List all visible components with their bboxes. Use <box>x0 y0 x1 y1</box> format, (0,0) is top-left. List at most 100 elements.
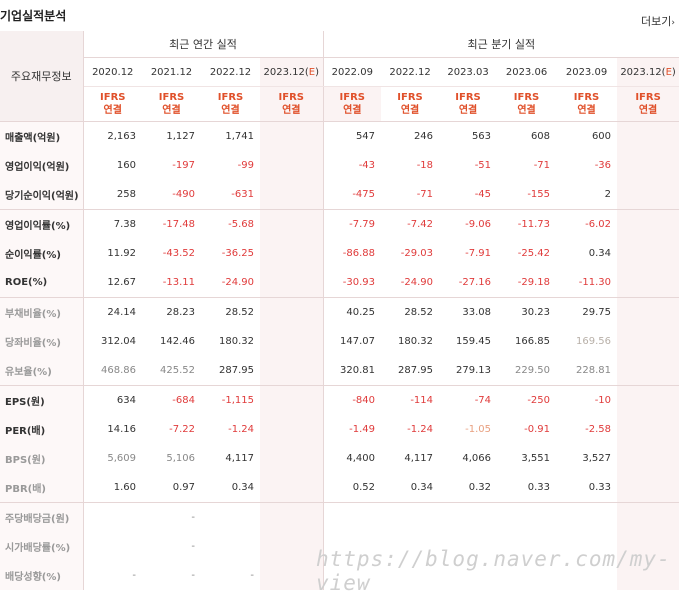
value-cell: 7.38 <box>83 209 142 239</box>
value-cell: - <box>191 541 195 552</box>
quarter-group-header: 최근 분기 실적 <box>323 31 680 58</box>
value-cell: 228.81 <box>576 365 612 376</box>
row-label: BPS(원) <box>0 444 84 473</box>
consolidated-label: 연결 <box>517 105 536 116</box>
value-cell: -5.68 <box>201 209 260 239</box>
value-cell: -24.90 <box>400 277 434 288</box>
ifrs-label: IFRS <box>217 92 244 103</box>
period-header-estimate: 2023.12(E) <box>260 57 324 87</box>
value-cell: 258 <box>116 189 136 200</box>
value-cell: -6.02 <box>556 209 618 239</box>
value-cell: 160 <box>116 160 136 171</box>
estimate-cell <box>260 268 324 298</box>
value-cell: -30.93 <box>342 277 376 288</box>
value-cell: -71 <box>416 189 434 200</box>
value-cell: 0.34 <box>410 482 434 493</box>
value-cell: -13.11 <box>162 277 195 288</box>
value-cell: 563 <box>439 121 498 151</box>
value-cell: -250 <box>497 385 557 415</box>
estimate-cell <box>617 239 680 268</box>
value-cell: 2 <box>604 189 612 200</box>
value-cell: -24.90 <box>221 277 254 288</box>
value-cell: -36.25 <box>221 248 254 259</box>
estimate-cell <box>260 239 324 268</box>
table-row: 당좌비율(%) 312.04 142.46 180.32 147.07 180.32 159… <box>0 327 680 356</box>
value-cell: 166.85 <box>515 336 551 347</box>
estimate-cell <box>260 297 324 327</box>
ifrs-tag: IFRS 연결 <box>142 87 201 122</box>
estimate-cell <box>260 561 324 590</box>
value-cell: -29.03 <box>400 248 434 259</box>
value-cell: -197 <box>172 160 195 171</box>
estimate-cell <box>617 444 680 473</box>
value-cell: -631 <box>231 189 254 200</box>
watermark: https://blog.naver.com/my-view <box>316 547 671 595</box>
more-link[interactable]: 더보기› <box>641 13 675 29</box>
table-row: 영업이익(억원) 160 -197 -99 -43 -18 -51 -71 -36 <box>0 151 680 180</box>
value-cell: 28.23 <box>142 297 201 327</box>
estimate-cell <box>260 502 324 532</box>
value-cell <box>201 532 260 561</box>
period-header: 2023.06 <box>497 57 557 87</box>
estimate-cell <box>260 444 324 473</box>
row-label: 당기순이익(억원) <box>0 180 84 210</box>
value-cell: -18 <box>416 160 434 171</box>
value-cell: 180.32 <box>219 336 254 347</box>
table-row: 유보율(%) 468.86 425.52 287.95 320.81 287.95 279.… <box>0 356 680 386</box>
ifrs-tag: IFRS 연결 <box>556 87 617 122</box>
ifrs-tag: IFRS 연결 <box>201 87 260 122</box>
consolidated-label: 연결 <box>638 105 658 116</box>
value-cell: -45 <box>474 189 492 200</box>
value-cell: 287.95 <box>398 365 434 376</box>
value-cell <box>556 502 618 532</box>
value-cell: 0.97 <box>172 482 195 493</box>
value-cell: 4,400 <box>346 453 376 464</box>
more-label: 더보기 <box>641 15 672 28</box>
value-cell: 180.32 <box>398 336 434 347</box>
table-row: 부채비율(%) 24.14 28.23 28.52 40.25 28.52 33.08 30.… <box>0 297 680 327</box>
estimate-cell <box>617 297 680 327</box>
value-cell <box>83 532 142 561</box>
value-cell: 0.33 <box>527 482 551 493</box>
row-label: 유보율(%) <box>0 356 84 386</box>
value-cell: 12.67 <box>107 277 136 288</box>
value-cell <box>381 502 440 532</box>
value-cell: 4,117 <box>404 453 434 464</box>
ifrs-tag: IFRS 연결 <box>323 86 382 122</box>
table-row: 배당성향(%) - - - <box>0 561 680 590</box>
value-cell: -10 <box>556 385 618 415</box>
value-cell: -9.06 <box>439 209 498 239</box>
period-header: 2021.12 <box>142 57 201 87</box>
ifrs-label: IFRS <box>100 92 126 103</box>
value-cell: 320.81 <box>340 365 376 376</box>
value-cell: -114 <box>381 385 440 415</box>
estimate-cell <box>617 121 680 151</box>
estimate-cell <box>617 327 680 356</box>
value-cell: 246 <box>381 121 440 151</box>
estimate-marker: E <box>308 66 316 78</box>
value-cell: 312.04 <box>101 336 136 347</box>
estimate-cell <box>260 385 324 415</box>
table-row: 당기순이익(억원) 258 -490 -631 -475 -71 -45 -155 2 <box>0 180 680 210</box>
value-cell: -1.49 <box>349 424 376 435</box>
estimate-cell <box>260 415 324 444</box>
row-label: 배당성향(%) <box>0 561 84 590</box>
value-cell: -7.79 <box>323 209 382 239</box>
value-cell: 425.52 <box>160 365 195 376</box>
value-cell: 29.75 <box>556 297 618 327</box>
value-cell: 142.46 <box>160 336 195 347</box>
row-label: 주당배당금(원) <box>0 502 84 532</box>
value-cell: 33.08 <box>439 297 498 327</box>
consolidated-label: 연결 <box>162 105 181 116</box>
financial-table: 주요재무정보 최근 연간 실적 최근 분기 실적 2020.12 2021.12 2… <box>0 31 680 590</box>
value-cell: 4,117 <box>225 453 254 464</box>
estimate-cell <box>260 121 324 151</box>
chevron-right-icon: › <box>671 18 675 28</box>
value-cell: 147.07 <box>340 336 376 347</box>
consolidated-label: 연결 <box>103 105 122 116</box>
value-cell <box>201 502 260 532</box>
value-cell: -840 <box>323 385 382 415</box>
ifrs-tag: IFRS 연결 <box>83 87 142 122</box>
value-cell: 600 <box>556 121 618 151</box>
estimate-cell <box>617 473 680 503</box>
